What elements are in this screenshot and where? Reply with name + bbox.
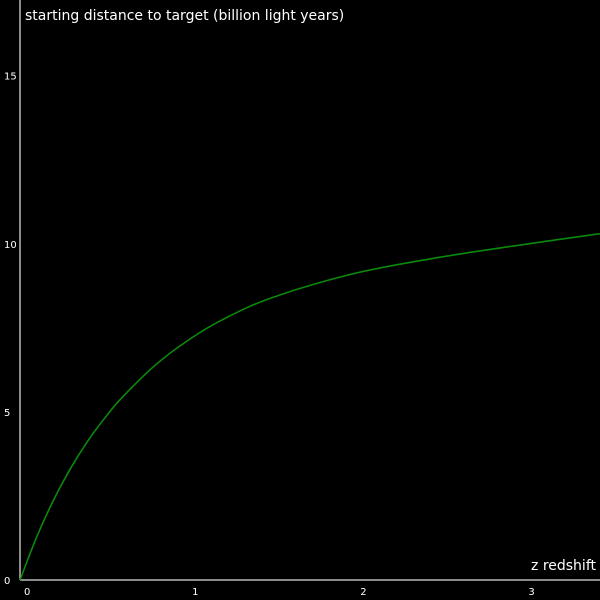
x-tick-label: 1	[192, 587, 198, 598]
x-axis-title: z redshift	[531, 558, 596, 574]
y-axis-title: starting distance to target (billion lig…	[25, 8, 344, 24]
x-tick-label: 2	[360, 587, 366, 598]
y-tick-label: 0	[4, 576, 10, 587]
x-tick-label: 0	[24, 587, 30, 598]
x-tick-label: 3	[528, 587, 534, 598]
y-tick-labels: 0 5 10 15	[4, 72, 17, 587]
y-tick-label: 5	[4, 408, 10, 419]
x-tick-labels: 0 1 2 3	[24, 587, 535, 598]
y-tick-label: 10	[4, 240, 17, 251]
series-line	[19, 232, 600, 581]
y-tick-label: 15	[4, 72, 17, 83]
